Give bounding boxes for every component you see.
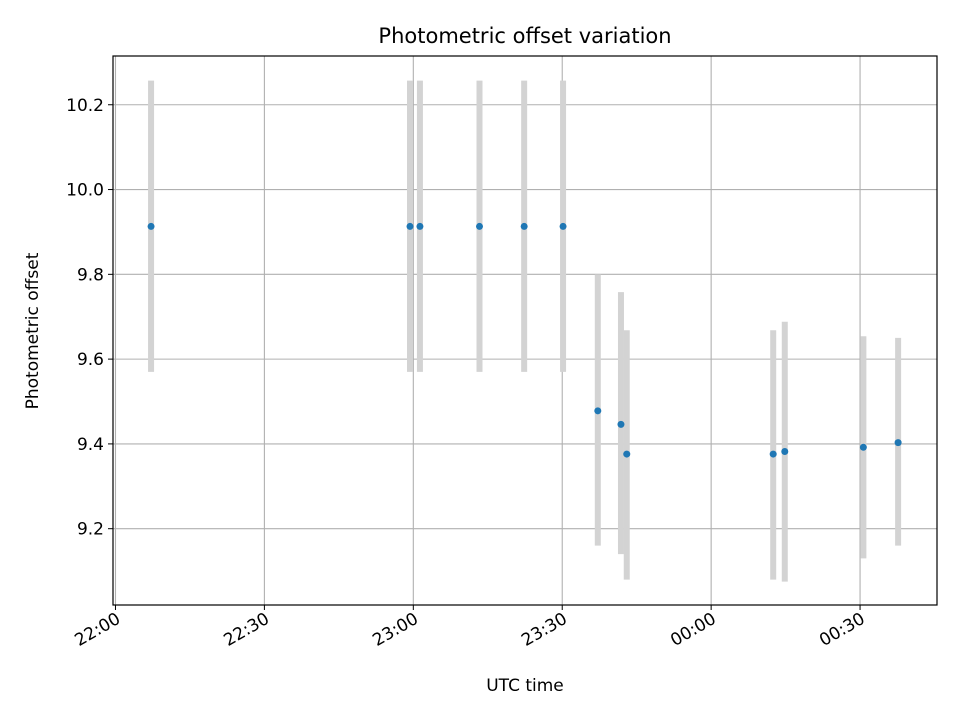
x-tick-label: 00:30 <box>816 609 868 651</box>
y-tick-label: 9.2 <box>77 520 104 540</box>
data-point <box>894 439 902 447</box>
y-axis: 9.2 9.4 9.6 9.8 10.0 10.2 <box>66 96 113 540</box>
x-axis-label: UTC time <box>486 676 564 696</box>
x-axis: 22:00 22:30 23:00 23:30 00:00 00:30 <box>72 605 869 651</box>
data-point <box>406 222 414 230</box>
x-tick-label: 23:30 <box>518 609 570 651</box>
data-point <box>147 222 155 230</box>
chart-title: Photometric offset variation <box>378 24 671 48</box>
data-point <box>416 222 424 230</box>
y-axis-label: Photometric offset <box>23 252 43 409</box>
data-point <box>859 443 867 451</box>
data-point <box>617 420 625 428</box>
y-tick-label: 9.8 <box>77 265 104 285</box>
y-tick-label: 10.2 <box>66 96 104 116</box>
error-bars <box>148 80 902 582</box>
plot-frame <box>112 55 938 606</box>
data-point <box>475 222 483 230</box>
x-tick-label: 22:00 <box>72 609 124 651</box>
x-tick-label: 22:30 <box>220 609 272 651</box>
y-tick-label: 9.4 <box>77 435 104 455</box>
data-point <box>623 450 631 458</box>
x-tick-label: 00:00 <box>667 609 719 651</box>
data-points <box>147 222 902 458</box>
data-point <box>520 222 528 230</box>
data-point <box>781 448 789 456</box>
y-tick-label: 10.0 <box>66 181 104 201</box>
data-point <box>769 450 777 458</box>
y-tick-label: 9.6 <box>77 350 104 370</box>
data-point <box>559 222 567 230</box>
x-tick-label: 23:00 <box>369 609 421 651</box>
data-point <box>594 407 602 415</box>
